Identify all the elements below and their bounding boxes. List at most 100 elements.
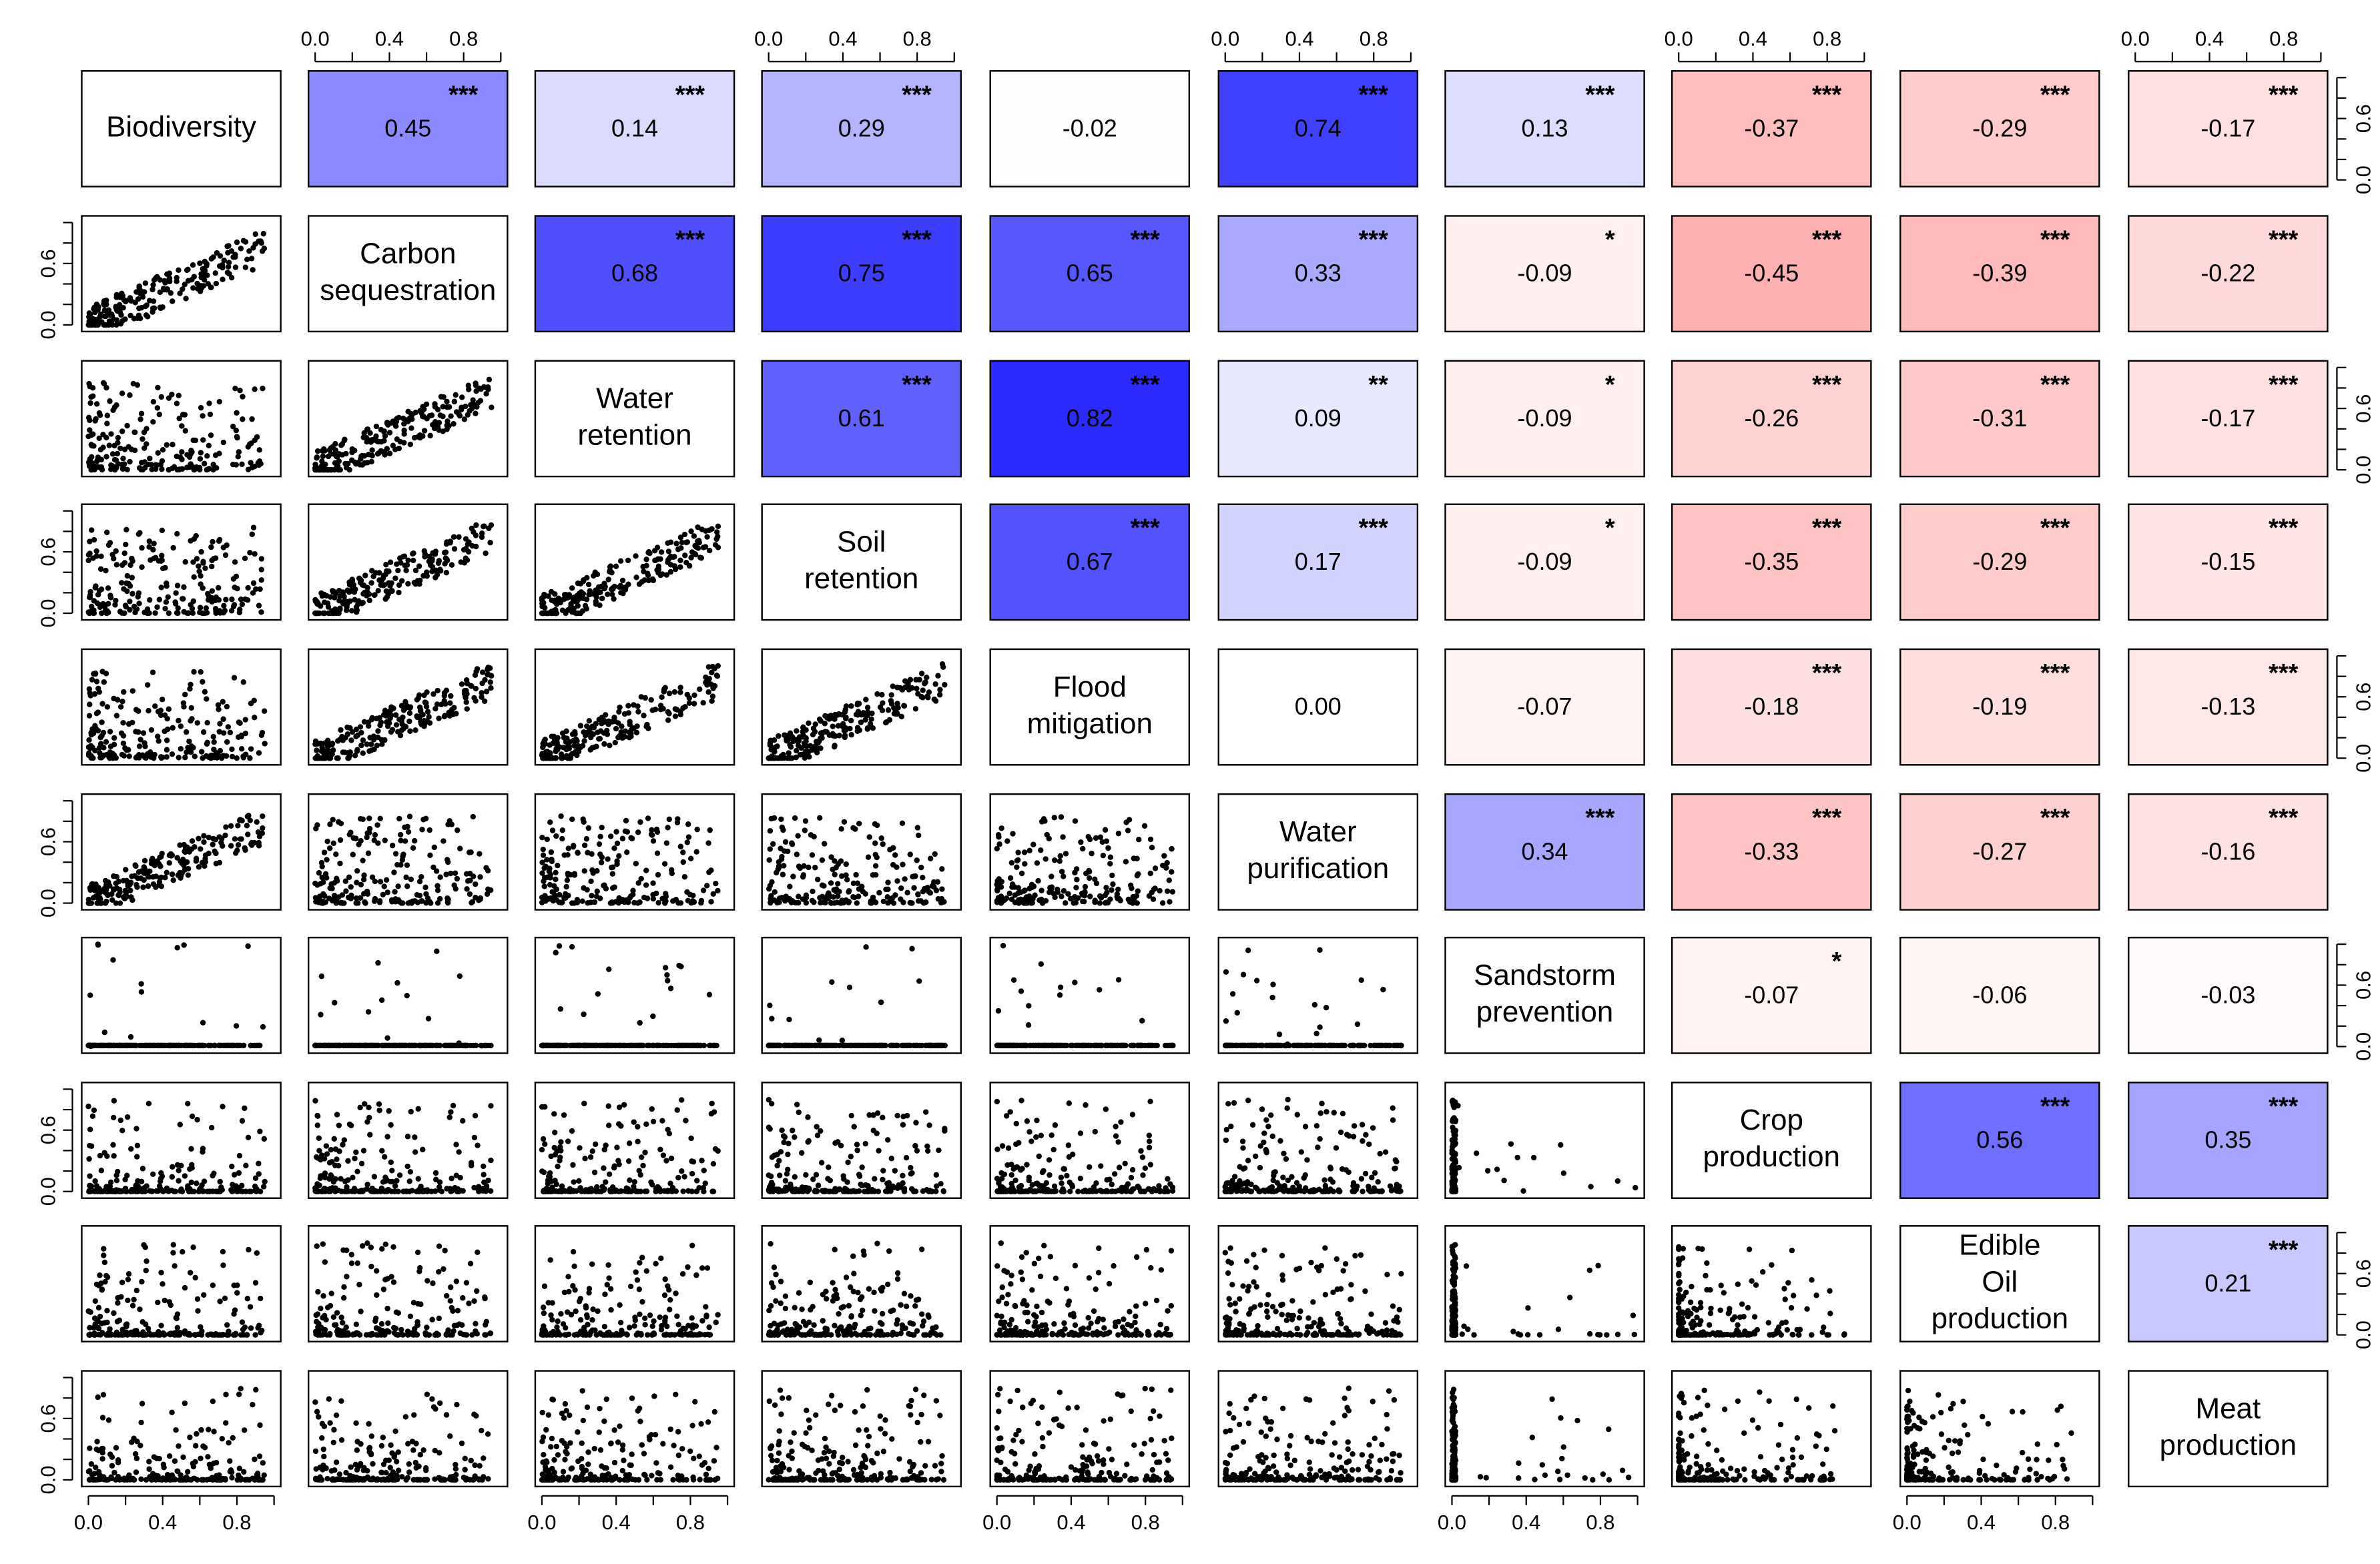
- diagonal-cell-frame: [761, 503, 962, 621]
- scatter-point: [90, 755, 96, 761]
- correlation-cell: -0.39***: [1899, 215, 2100, 333]
- scatter-point: [234, 755, 240, 761]
- scatter-point: [625, 581, 631, 587]
- scatter-point: [794, 728, 800, 734]
- scatter-point: [203, 605, 210, 611]
- scatter-point: [137, 737, 143, 743]
- scatter-point: [131, 1042, 137, 1049]
- scatter-point: [838, 858, 844, 864]
- scatter-point: [345, 755, 351, 761]
- scatter-point: [200, 558, 206, 564]
- scatter-point: [607, 567, 613, 574]
- scatter-point: [324, 875, 330, 881]
- scatter-point: [1223, 969, 1229, 975]
- scatter-point: [621, 711, 628, 717]
- scatter-point: [365, 719, 372, 725]
- scatter-point: [940, 664, 946, 671]
- scatter-point: [653, 890, 659, 897]
- scatter-point: [643, 562, 649, 569]
- scatter-point: [335, 755, 341, 761]
- scatter-point: [1068, 1042, 1074, 1049]
- scatter-point: [1073, 866, 1080, 872]
- scatter-point: [1092, 897, 1098, 903]
- scatter-point: [85, 750, 92, 756]
- scatter-point: [164, 580, 170, 586]
- scatter-point: [833, 888, 839, 895]
- matrix-cells: Biodiversity 0.45***0.14***0.29***-0.02 0.…: [81, 70, 2329, 1488]
- scatter-point: [1000, 943, 1006, 949]
- scatter-point: [113, 885, 120, 891]
- significance-stars: ***: [1130, 226, 1160, 254]
- scatter-point: [885, 879, 891, 885]
- scatter-point: [395, 1042, 402, 1049]
- scatter-point: [575, 603, 581, 609]
- scatter-point: [848, 732, 854, 738]
- scatter-point: [262, 1178, 268, 1185]
- scatter-point: [133, 863, 139, 869]
- scatter-point: [444, 418, 451, 424]
- variable-label: Soil: [837, 526, 886, 558]
- correlation-cell-frame: [761, 70, 962, 187]
- scatter-point: [894, 864, 900, 870]
- scatter-point: [115, 461, 121, 467]
- scatter-point: [575, 580, 581, 586]
- scatter-point: [383, 561, 389, 568]
- scatter-point: [1022, 1042, 1028, 1049]
- scatter-point: [362, 590, 368, 596]
- scatter-point: [862, 891, 868, 897]
- scatter-point: [652, 557, 658, 564]
- scatter-point: [348, 829, 354, 835]
- scatter-point: [162, 875, 168, 881]
- scatter-point: [198, 669, 204, 675]
- scatter-point: [483, 550, 489, 556]
- scatter-point: [392, 575, 398, 581]
- scatter-point: [196, 568, 202, 574]
- scatter-point: [1105, 845, 1111, 851]
- scatter-point: [459, 394, 465, 400]
- scatter-point: [438, 394, 444, 400]
- scatter-point: [209, 588, 216, 594]
- scatter-point: [97, 314, 103, 320]
- scatter-point: [588, 878, 594, 884]
- scatter-point: [333, 851, 339, 857]
- scatter-point: [97, 566, 104, 572]
- scatter-point: [160, 447, 166, 453]
- scatter-point: [936, 692, 943, 698]
- scatter-point: [127, 392, 133, 398]
- scatter-point: [539, 894, 545, 901]
- scatter-point: [442, 713, 448, 719]
- scatter-point: [259, 729, 266, 736]
- scatter-point: [184, 859, 190, 865]
- scatter-point: [1259, 1042, 1265, 1049]
- scatter-point: [473, 382, 479, 388]
- scatter-point: [790, 873, 796, 879]
- scatter-point: [684, 691, 691, 698]
- scatter-point: [410, 557, 416, 564]
- scatter-point: [322, 740, 328, 746]
- scatter-point: [158, 394, 164, 400]
- scatter-point: [250, 524, 257, 530]
- correlation-value: -0.26: [1744, 404, 1799, 432]
- scatter-point: [701, 1042, 707, 1049]
- scatter-point: [225, 264, 232, 270]
- correlation-value: 0.17: [1295, 548, 1342, 575]
- scatter-point: [232, 252, 238, 258]
- scatter-point: [635, 900, 641, 906]
- scatter-point: [579, 898, 585, 904]
- scatter-point: [185, 1100, 191, 1107]
- scatter-point: [212, 555, 219, 561]
- scatter-point: [104, 420, 110, 426]
- correlation-value: -0.33: [1744, 837, 1799, 865]
- scatter-point: [97, 755, 103, 761]
- scatter-point: [336, 737, 343, 743]
- scatter-point: [429, 568, 435, 574]
- scatter-point: [394, 416, 400, 422]
- scatter-point: [643, 556, 649, 562]
- scatter-point: [1136, 837, 1142, 843]
- scatter-point: [616, 853, 622, 859]
- scatter-point: [416, 581, 422, 587]
- scatter-point: [650, 880, 656, 886]
- scatter-point: [607, 743, 613, 749]
- scatter-point: [92, 322, 99, 328]
- scatter-point: [353, 609, 360, 615]
